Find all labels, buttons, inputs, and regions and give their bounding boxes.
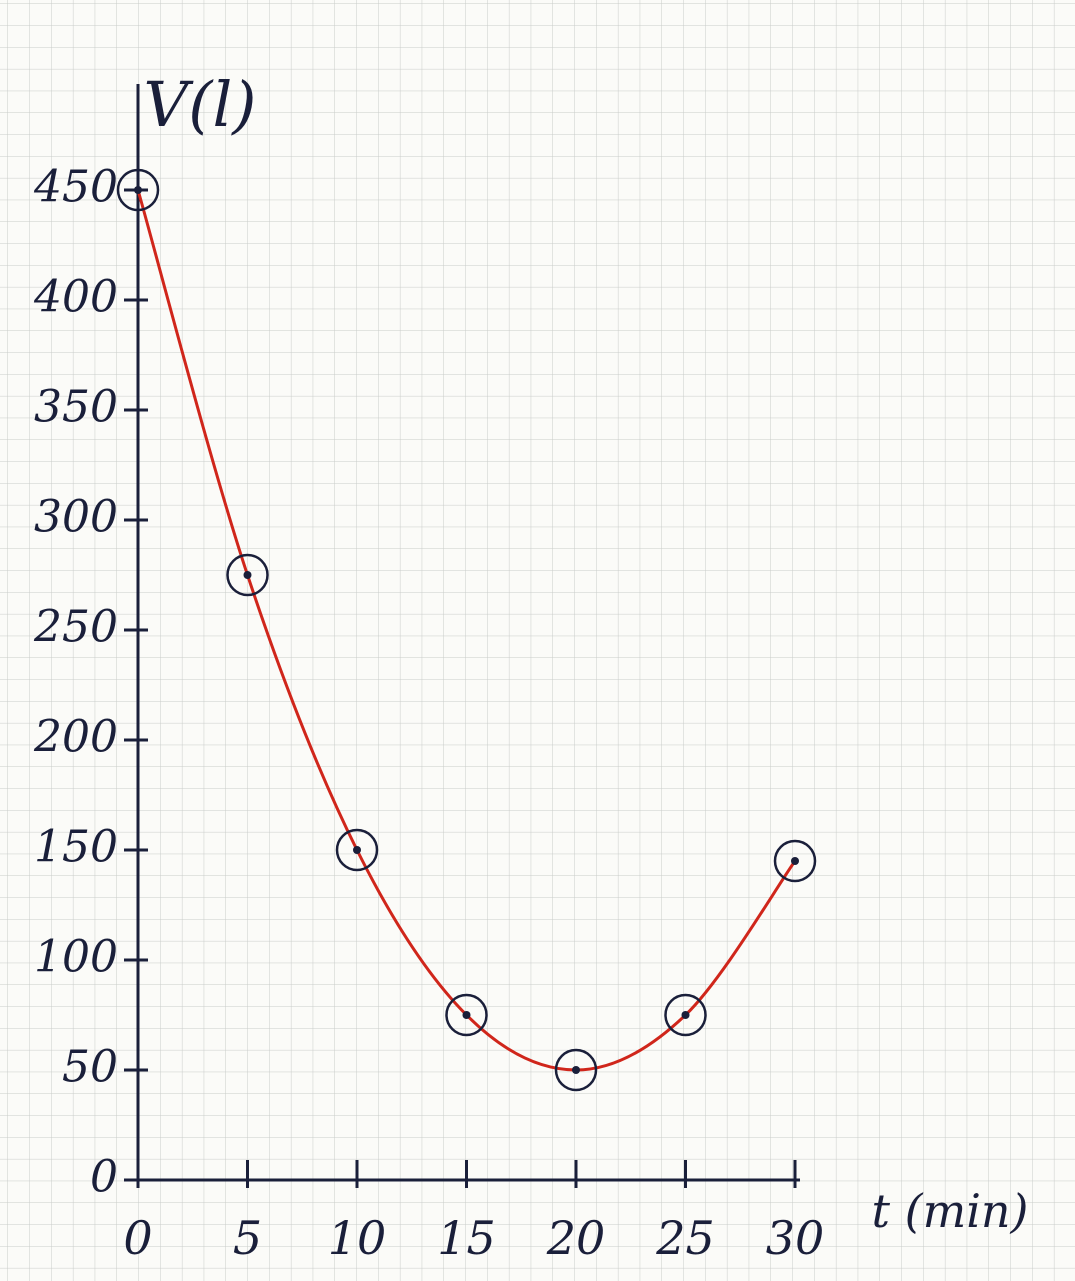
data-dot	[572, 1066, 580, 1074]
data-dot	[244, 571, 252, 579]
y-tick-label: 450	[33, 162, 118, 213]
data-dot	[353, 846, 361, 854]
x-tick-label: 0	[123, 1211, 152, 1265]
x-tick-label: 20	[546, 1211, 606, 1265]
chart: V(l) t (min) 050100150200250300350400450…	[0, 0, 1075, 1281]
y-tick-label: 0	[90, 1152, 118, 1203]
x-tick-label: 5	[233, 1211, 262, 1265]
x-tick-label: 10	[328, 1211, 387, 1265]
y-tick-label: 250	[33, 602, 118, 653]
x-axis-label: t (min)	[872, 1184, 1029, 1238]
x-tick-label: 15	[437, 1211, 496, 1265]
y-tick-label: 50	[62, 1042, 118, 1093]
y-tick-label: 150	[34, 822, 118, 873]
x-tick-label: 30	[766, 1211, 825, 1265]
data-dot	[682, 1011, 690, 1019]
y-tick-label: 100	[34, 932, 118, 983]
data-dot	[463, 1011, 471, 1019]
y-tick-label: 400	[33, 272, 118, 323]
y-tick-label: 350	[34, 382, 118, 433]
data-dot	[134, 186, 142, 194]
x-tick-label: 25	[655, 1211, 715, 1265]
y-tick-label: 200	[33, 712, 118, 763]
y-axis-label: V(l)	[144, 68, 257, 141]
data-dot	[791, 857, 799, 865]
grid-paper	[0, 0, 1075, 1281]
y-tick-label: 300	[34, 492, 118, 543]
